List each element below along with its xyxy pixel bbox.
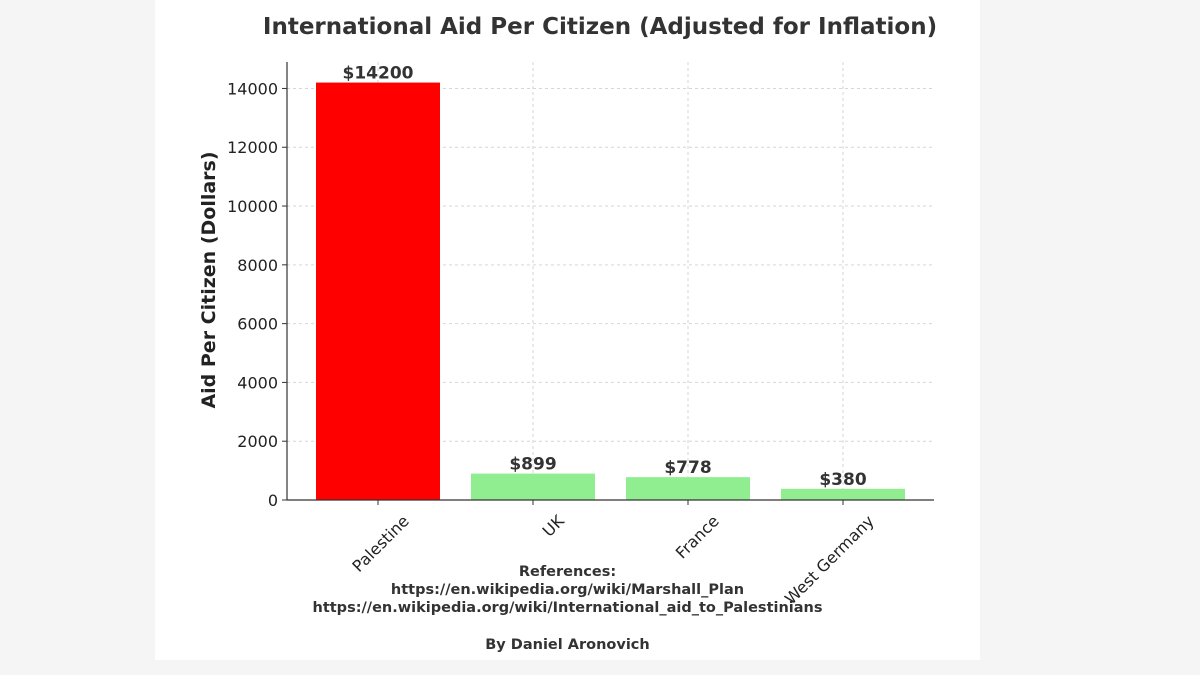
bar-france (626, 477, 750, 500)
y-tick-label: 12000 (227, 138, 278, 157)
bar-value-label: $380 (819, 470, 866, 490)
y-tick-label: 0 (268, 491, 278, 510)
chart-title: International Aid Per Citizen (Adjusted … (262, 14, 938, 40)
y-tick-label: 8000 (237, 256, 278, 275)
author-credit: By Daniel Aronovich (485, 637, 650, 653)
references-heading: References: (518, 564, 617, 580)
bar-palestine (316, 82, 440, 500)
y-tick-label: 6000 (237, 315, 278, 334)
x-tick-label: France (672, 511, 723, 562)
bar-value-label: $778 (664, 458, 711, 478)
y-tick-label: 2000 (237, 432, 278, 451)
x-tick-label: UK (539, 511, 568, 540)
bar-uk (471, 473, 595, 500)
references-block: References: https://en.wikipedia.org/wik… (0, 563, 1135, 617)
y-tick-label: 4000 (237, 373, 278, 392)
bar-value-label: $14200 (343, 64, 414, 84)
bar-layer: $14200 $899 $778 $380 (316, 64, 905, 500)
y-tick-label: 10000 (227, 197, 278, 216)
bar-west-germany (781, 488, 905, 500)
reference-link-aid-to-palestinians[interactable]: https://en.wikipedia.org/wiki/Internatio… (312, 600, 823, 616)
bar-value-label: $899 (509, 455, 556, 475)
y-tick-label: 14000 (227, 79, 278, 98)
reference-link-marshall-plan[interactable]: https://en.wikipedia.org/wiki/Marshall_P… (390, 582, 745, 598)
